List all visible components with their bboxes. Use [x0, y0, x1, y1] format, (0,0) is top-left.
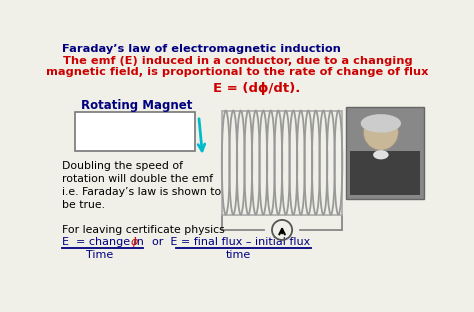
- Text: ϕ: ϕ: [130, 237, 138, 247]
- Text: time: time: [226, 250, 251, 260]
- Bar: [350, 151, 419, 195]
- Text: magnetic field, is proportional to the rate of change of flux: magnetic field, is proportional to the r…: [46, 67, 429, 77]
- Bar: [346, 107, 423, 199]
- Text: E  = change in: E = change in: [63, 237, 148, 247]
- Bar: [222, 110, 342, 215]
- Text: The emf (E) induced in a conductor, due to a changing: The emf (E) induced in a conductor, due …: [63, 56, 412, 66]
- Text: Time: Time: [86, 250, 114, 260]
- Text: E = (dϕ/dt).: E = (dϕ/dt).: [213, 82, 301, 95]
- Text: or  E = final flux – initial flux: or E = final flux – initial flux: [152, 237, 310, 247]
- Text: Doubling the speed of
rotation will double the emf
i.e. Faraday’s law is shown t: Doubling the speed of rotation will doub…: [63, 161, 222, 210]
- Bar: [75, 112, 195, 151]
- Ellipse shape: [364, 115, 398, 150]
- Text: Faraday’s law of electromagnetic induction: Faraday’s law of electromagnetic inducti…: [63, 44, 341, 54]
- Ellipse shape: [361, 114, 401, 133]
- Ellipse shape: [373, 150, 389, 159]
- Text: For leaving certificate physics: For leaving certificate physics: [63, 225, 225, 235]
- Text: Rotating Magnet: Rotating Magnet: [81, 99, 192, 112]
